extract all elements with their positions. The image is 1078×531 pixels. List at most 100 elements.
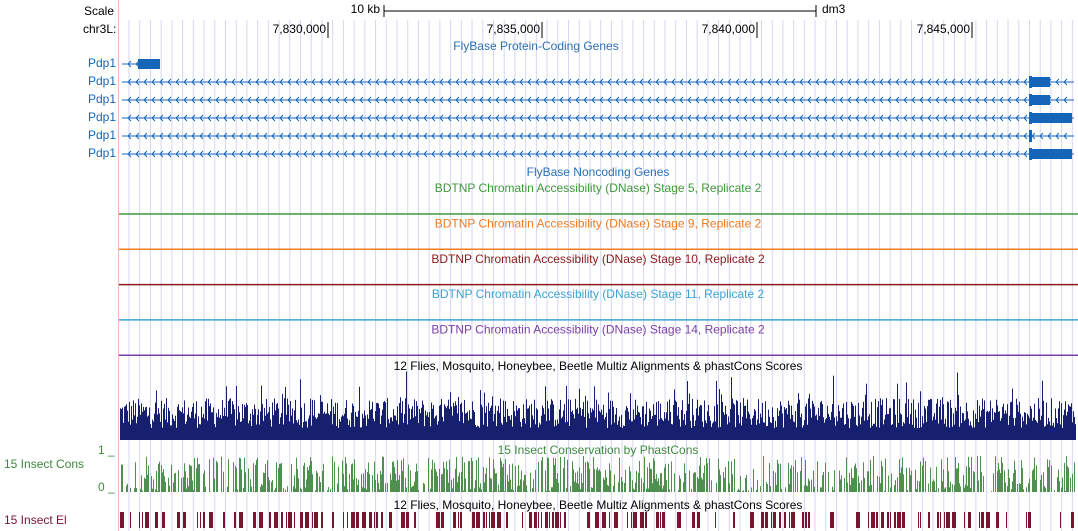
multiz-bar	[588, 413, 589, 440]
multiz-bar	[398, 424, 399, 440]
multiz-bar	[789, 404, 790, 440]
multiz-bar	[137, 416, 138, 440]
multiz-bar	[244, 404, 245, 440]
element-bar	[347, 512, 348, 528]
multiz-bar	[483, 424, 484, 440]
strand-arrow	[879, 114, 884, 122]
phastcons-bar	[814, 486, 815, 492]
multiz-bar	[682, 400, 683, 440]
strand-arrow	[527, 78, 532, 86]
multiz-bar	[1073, 411, 1074, 440]
phastcons-bar	[453, 478, 454, 492]
phastcons-bar	[470, 489, 471, 492]
multiz-bar	[404, 413, 405, 440]
multiz-bar	[1033, 417, 1034, 440]
element-bar	[200, 512, 201, 528]
multiz-bar	[553, 404, 554, 440]
multiz-bar	[316, 418, 317, 440]
multiz-bar	[849, 427, 850, 440]
phastcons-bar	[710, 491, 711, 492]
strand-arrow	[959, 96, 964, 104]
multiz-bar	[273, 415, 274, 440]
phastcons-bar	[828, 472, 829, 492]
strand-arrow	[199, 114, 204, 122]
phastcons-bar	[526, 485, 527, 492]
multiz-bar	[918, 402, 919, 440]
phastcons-bar	[556, 478, 557, 492]
strand-arrow	[559, 150, 564, 158]
multiz-bar	[205, 401, 206, 440]
multiz-bar	[680, 426, 681, 440]
phastcons-bar	[936, 466, 937, 492]
multiz-bar	[775, 420, 776, 440]
multiz-bar	[917, 427, 918, 440]
phastcons-bar	[227, 486, 228, 492]
phastcons-bar	[793, 466, 794, 492]
phastcons-bar	[757, 480, 758, 492]
multiz-bar	[953, 413, 954, 440]
phastcons-bar	[871, 484, 872, 492]
multiz-bar	[1058, 408, 1059, 440]
phastcons-bar	[879, 476, 880, 492]
multiz-bar	[494, 413, 495, 440]
strand-arrow	[407, 132, 412, 140]
phastcons-bar	[490, 477, 491, 492]
phastcons-bar	[397, 460, 398, 492]
strand-arrow	[655, 78, 660, 86]
multiz-bar	[759, 423, 760, 440]
phastcons-bar	[552, 487, 553, 492]
strand-arrow	[639, 132, 644, 140]
strand-arrow	[431, 114, 436, 122]
multiz-bar	[127, 410, 128, 440]
strand-arrow	[159, 114, 164, 122]
phastcons-bar	[449, 459, 450, 492]
multiz-bar	[151, 427, 152, 440]
strand-arrow	[567, 78, 572, 86]
phastcons-bar	[255, 464, 256, 492]
phastcons-bar	[563, 468, 564, 492]
strand-arrow	[735, 150, 740, 158]
multiz-bar	[779, 410, 780, 440]
element-bar	[968, 512, 971, 528]
strand-arrow	[847, 114, 852, 122]
multiz-bar	[513, 401, 514, 440]
strand-arrow	[415, 96, 420, 104]
phastcons-bar	[387, 482, 388, 492]
strand-arrow	[767, 78, 772, 86]
multiz-bar	[162, 427, 163, 440]
multiz-bar	[603, 404, 604, 440]
multiz-bar	[164, 403, 165, 440]
strand-arrow	[927, 132, 932, 140]
multiz-bar	[991, 421, 992, 440]
multiz-bar	[857, 426, 858, 440]
phastcons-bar	[811, 479, 812, 492]
multiz-bar	[632, 421, 633, 440]
element-bar	[142, 512, 143, 528]
phastcons-bar	[621, 476, 622, 492]
multiz-bar	[348, 425, 349, 440]
element-bar	[294, 512, 295, 528]
multiz-bar	[516, 405, 517, 440]
multiz-bar	[333, 406, 334, 440]
element-bar	[887, 512, 889, 528]
exon	[1029, 148, 1032, 160]
multiz-bar	[448, 399, 449, 440]
element-bar	[765, 512, 768, 528]
phastcons-bar	[709, 458, 710, 492]
strand-arrow	[327, 78, 332, 86]
phastcons-bar	[592, 487, 593, 492]
multiz-bar	[750, 419, 751, 440]
phastcons-bar	[369, 474, 370, 492]
multiz-bar	[526, 399, 527, 440]
multiz-bar	[665, 418, 666, 440]
strand-arrow	[615, 150, 620, 158]
multiz-bar	[134, 415, 135, 440]
gene-label: Pdp1	[88, 92, 116, 106]
multiz-bar	[581, 415, 582, 440]
multiz-bar	[123, 422, 124, 440]
multiz-bar	[222, 400, 223, 440]
phastcons-bar	[723, 471, 724, 492]
multiz-bar	[827, 405, 828, 440]
multiz-bar	[746, 418, 747, 440]
multiz-bar	[249, 420, 250, 440]
